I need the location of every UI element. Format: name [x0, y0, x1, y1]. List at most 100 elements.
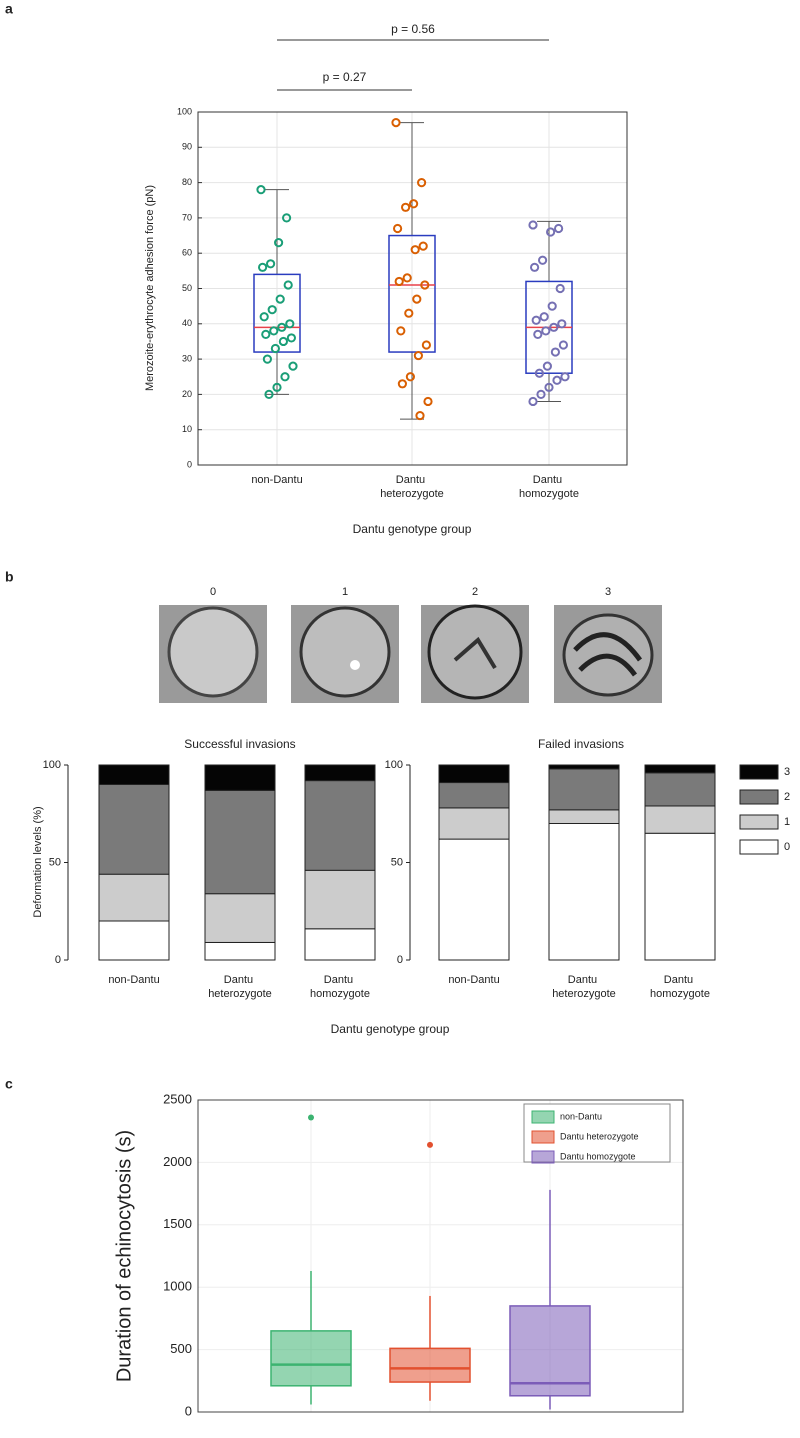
- bar-segment: [548, 764, 620, 770]
- bar-segment: [304, 928, 376, 961]
- data-point: [417, 178, 427, 188]
- data-point: [533, 329, 543, 339]
- data-point: [278, 336, 288, 347]
- panel-label: a: [5, 1, 13, 17]
- data-point: [285, 319, 295, 329]
- x-tick-label: Dantu heterozygote: [380, 474, 444, 500]
- box: [388, 234, 436, 353]
- data-point: [274, 238, 284, 248]
- data-point: [549, 322, 559, 332]
- data-point: [542, 361, 553, 371]
- y-tick-label: 90: [182, 142, 192, 152]
- panel-title: Failed invasions: [538, 737, 624, 751]
- image-label: 0: [210, 586, 216, 598]
- legend-label: Dantu homozygote: [560, 1151, 636, 1161]
- data-point: [536, 389, 546, 399]
- data-point: [420, 280, 430, 290]
- data-point: [264, 389, 274, 399]
- panel-label: b: [5, 569, 14, 585]
- x-tick-label: Dantu heterozygote: [552, 974, 616, 1000]
- cell-images: [159, 604, 662, 703]
- bar-segment: [438, 782, 510, 809]
- y-tick-label: 2500: [163, 1091, 192, 1106]
- data-point: [555, 283, 565, 294]
- legend-label: 3: [784, 766, 790, 778]
- bar-segment: [548, 823, 620, 961]
- data-point: [534, 368, 545, 378]
- y-tick-label: 100: [385, 759, 403, 771]
- bar-segment: [304, 780, 376, 871]
- bar-segment: [204, 893, 276, 943]
- data-point: [538, 255, 548, 265]
- data-point: [282, 213, 292, 223]
- data-point: [413, 350, 423, 361]
- data-point: [554, 223, 564, 234]
- data-point: [256, 185, 266, 195]
- y-axis-label: Merozoite-erythrocyte adhesion force (pN…: [144, 185, 156, 391]
- data-point: [410, 245, 420, 255]
- legend-swatch: [739, 764, 779, 780]
- y-tick-label: 1000: [163, 1279, 192, 1294]
- legend-label: 1: [784, 816, 790, 828]
- data-point: [423, 396, 433, 407]
- outlier: [427, 1141, 433, 1148]
- data-point: [269, 326, 279, 336]
- data-point: [393, 223, 403, 234]
- data-point: [262, 354, 272, 364]
- bar-segment: [98, 764, 170, 785]
- bar-segment: [644, 772, 716, 807]
- x-tick-label: non-Dantu: [108, 974, 159, 986]
- panel-label: c: [5, 1076, 13, 1092]
- y-tick-label: 50: [182, 283, 192, 293]
- bar-segment: [438, 838, 510, 961]
- data-point: [396, 326, 406, 336]
- data-point: [421, 340, 431, 350]
- data-point: [283, 280, 293, 290]
- x-tick-label: non-Dantu: [448, 974, 499, 986]
- bar-segment: [438, 764, 510, 784]
- data-point: [541, 326, 551, 336]
- data-point: [546, 227, 556, 237]
- bar-segment: [98, 784, 170, 875]
- p-value: p = 0.27: [323, 70, 367, 84]
- data-point: [288, 361, 298, 371]
- y-tick-label: 10: [182, 424, 192, 434]
- y-tick-label: 70: [182, 212, 192, 222]
- y-tick-label: 50: [49, 856, 61, 868]
- y-tick-label: 1500: [163, 1216, 192, 1231]
- data-point: [259, 312, 269, 322]
- data-point: [528, 396, 538, 407]
- legend-swatch: [531, 1150, 555, 1164]
- legend-label: non-Dantu: [560, 1111, 602, 1121]
- y-tick-label: 2000: [163, 1154, 192, 1169]
- bar-segment: [204, 789, 276, 895]
- data-point: [397, 379, 407, 389]
- plot-frame: [197, 1099, 684, 1413]
- data-point: [530, 262, 540, 272]
- data-point: [539, 312, 549, 322]
- y-tick-label: 0: [55, 954, 61, 966]
- bar-segment: [644, 832, 716, 961]
- data-point: [552, 375, 562, 385]
- data-point: [544, 382, 554, 392]
- data-point: [412, 294, 422, 304]
- x-tick-label: Dantu homozygote: [310, 974, 370, 1000]
- image-label: 3: [605, 586, 611, 598]
- x-tick-label: Dantu homozygote: [519, 474, 579, 500]
- bar-segment: [548, 768, 620, 811]
- y-axis-label: Deformation levels (%): [32, 806, 44, 917]
- data-point: [391, 117, 401, 128]
- data-point: [409, 199, 419, 209]
- plot-frame: [197, 111, 628, 466]
- box: [509, 1305, 591, 1397]
- data-point: [405, 372, 415, 382]
- box: [270, 1330, 352, 1387]
- data-point: [280, 372, 290, 382]
- outlier: [308, 1114, 314, 1121]
- data-point: [558, 340, 569, 350]
- bar-segment: [304, 764, 376, 782]
- bar-segment: [98, 873, 170, 922]
- data-point: [261, 329, 271, 339]
- data-point: [401, 202, 411, 212]
